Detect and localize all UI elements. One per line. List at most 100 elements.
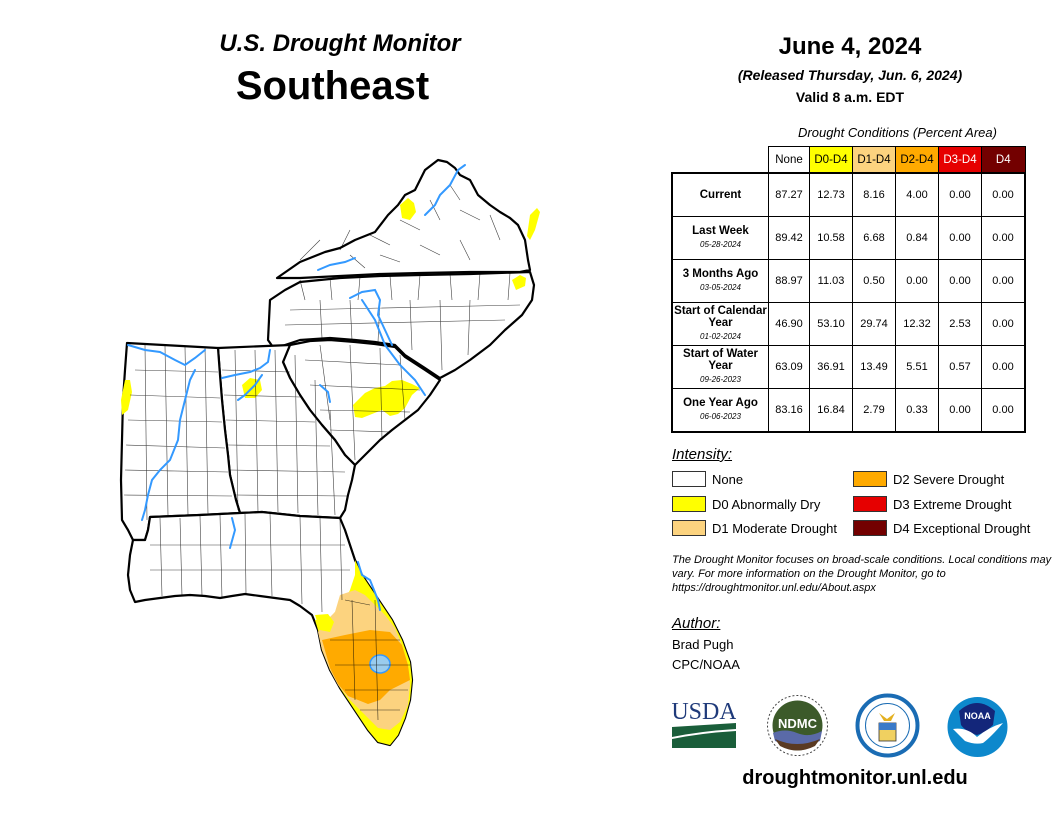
legend-label: D3 Extreme Drought (893, 496, 1012, 512)
virginia-d0-south (512, 275, 526, 290)
legend-swatch (672, 520, 706, 536)
value-d3-d4: 0.00 (938, 216, 982, 260)
table-header-row: None D0-D4 D1-D4 D2-D4 D3-D4 D4 (672, 146, 1026, 174)
value-d4: 0.00 (981, 388, 1026, 433)
table-row: Last Week 05-28-2024 89.42 10.58 6.68 0.8… (671, 216, 1026, 260)
value-none: 83.16 (768, 388, 810, 433)
author-name: Brad Pugh (672, 637, 734, 652)
legend-item-d0: D0 Abnormally Dry (672, 496, 820, 512)
river-alabama-1 (127, 344, 206, 367)
legend-swatch (853, 471, 887, 487)
value-d1-d4: 6.68 (852, 216, 896, 260)
florida-panhandle-d0 (315, 614, 334, 632)
river-shenandoah (424, 164, 466, 216)
row-label: Start of Water Year 09-26-2023 (671, 345, 769, 389)
row-label: One Year Ago 06-06-2023 (671, 388, 769, 433)
drought-map (119, 158, 540, 747)
ndmc-logo-icon: NDMC (767, 695, 828, 756)
value-d3-d4: 0.57 (938, 345, 982, 389)
release-date: (Released Thursday, Jun. 6, 2024) (737, 67, 963, 83)
noaa-logo-icon: NOAA (947, 697, 1008, 757)
row-label-text: 3 Months Ago (682, 268, 759, 280)
value-d3-d4: 2.53 (938, 302, 982, 346)
virginia-d0-east-shore (527, 208, 540, 240)
value-d4: 0.00 (981, 302, 1026, 346)
alabama-d0 (121, 380, 132, 415)
author-label: Author: (672, 615, 721, 632)
table-caption: Drought Conditions (Percent Area) (798, 125, 997, 140)
legend-swatch (672, 496, 706, 512)
value-d4: 0.00 (981, 172, 1026, 217)
legend-title: Intensity: (672, 446, 733, 463)
value-d1-d4: 2.79 (852, 388, 896, 433)
value-d2-d4: 12.32 (895, 302, 939, 346)
legend-item-none: None (672, 471, 743, 487)
river-virginia-sw (317, 257, 356, 271)
value-d1-d4: 13.49 (852, 345, 896, 389)
row-label: Start of Calendar Year 01-02-2024 (671, 302, 769, 346)
river-georgia-3 (229, 517, 237, 549)
value-none: 46.90 (768, 302, 810, 346)
valid-time: Valid 8 a.m. EDT (795, 89, 905, 105)
value-d2-d4: 5.51 (895, 345, 939, 389)
value-d2-d4: 0.00 (895, 259, 939, 303)
lake-okeechobee (369, 654, 391, 674)
col-header-d3-d4: D3-D4 (938, 146, 982, 174)
value-d4: 0.00 (981, 345, 1026, 389)
row-date: 09-26-2023 (700, 375, 741, 384)
row-label: Current (671, 172, 769, 217)
row-label: Last Week 05-28-2024 (671, 216, 769, 260)
legend-label: D0 Abnormally Dry (712, 496, 821, 512)
table-row: One Year Ago 06-06-2023 83.16 16.84 2.79 … (671, 388, 1026, 433)
legend-item-d4: D4 Exceptional Drought (853, 520, 1030, 536)
value-none: 63.09 (768, 345, 810, 389)
table-row: Start of Water Year 09-26-2023 63.09 36.9… (671, 345, 1026, 389)
rivers (127, 164, 466, 611)
value-d0-d4: 36.91 (809, 345, 853, 389)
value-none: 88.97 (768, 259, 810, 303)
table-row: Current 87.27 12.73 8.16 4.00 0.00 0.00 (671, 172, 1026, 217)
col-header-d2-d4: D2-D4 (895, 146, 939, 174)
value-d1-d4: 0.50 (852, 259, 896, 303)
table-row: Start of Calendar Year 01-02-2024 46.90 5… (671, 302, 1026, 346)
river-sc-2 (361, 299, 426, 396)
region-title: Southeast (235, 64, 430, 108)
florida-d2 (322, 630, 410, 704)
svg-text:NOAA: NOAA (964, 711, 991, 721)
river-sc (319, 384, 331, 403)
legend-label: D2 Severe Drought (893, 471, 1005, 487)
legend-item-d1: D1 Moderate Drought (672, 520, 837, 536)
map-date: June 4, 2024 (778, 33, 922, 60)
value-d3-d4: 0.00 (938, 172, 982, 217)
value-d0-d4: 12.73 (809, 172, 853, 217)
value-d0-d4: 53.10 (809, 302, 853, 346)
map-subtitle: U.S. Drought Monitor (219, 30, 461, 57)
state-north-carolina (266, 270, 536, 380)
river-nc (349, 288, 393, 346)
legend-note: The Drought Monitor focuses on broad-sca… (672, 554, 1052, 594)
river-alabama-2 (141, 369, 196, 521)
col-header-d1-d4: D1-D4 (852, 146, 896, 174)
usda-logo-icon: USDA (672, 699, 736, 748)
author-org: CPC/NOAA (672, 657, 740, 672)
header-blank (672, 146, 769, 174)
legend-item-d3: D3 Extreme Drought (853, 496, 1012, 512)
website-url[interactable]: droughtmonitor.unl.edu (742, 767, 968, 789)
svg-text:NDMC: NDMC (778, 716, 818, 731)
commerce-seal-icon (855, 693, 920, 758)
drought-conditions-table: None D0-D4 D1-D4 D2-D4 D3-D4 D4 Current … (671, 146, 1026, 433)
legend-swatch (853, 496, 887, 512)
value-d2-d4: 0.84 (895, 216, 939, 260)
legend-item-d2: D2 Severe Drought (853, 471, 1004, 487)
legend-swatch (853, 520, 887, 536)
row-label: 3 Months Ago 03-05-2024 (671, 259, 769, 303)
river-georgia-2 (237, 374, 263, 401)
state-virginia (275, 158, 532, 280)
row-date: 03-05-2024 (700, 283, 741, 292)
county-lines (123, 184, 521, 721)
river-georgia-1 (221, 349, 271, 379)
value-d0-d4: 16.84 (809, 388, 853, 433)
value-d0-d4: 10.58 (809, 216, 853, 260)
svg-text:USDA: USDA (672, 699, 736, 725)
value-d3-d4: 0.00 (938, 259, 982, 303)
